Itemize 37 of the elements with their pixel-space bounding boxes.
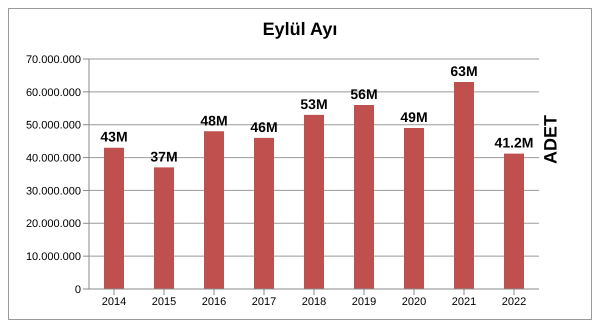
- x-tick-label: 2018: [302, 296, 326, 308]
- x-tick-label: 2020: [402, 296, 426, 308]
- y-tick-label: 0: [74, 284, 81, 296]
- data-label: 49M: [400, 109, 428, 125]
- y-tick-label: 40.000.000: [26, 152, 81, 164]
- chart-title: Eylül Ayı: [262, 19, 338, 41]
- x-tick-label: 2017: [252, 296, 276, 308]
- bar: [204, 131, 224, 289]
- x-tick-label: 2021: [452, 296, 476, 308]
- bar: [104, 148, 124, 289]
- data-label: 41.2M: [494, 134, 534, 151]
- y-tick-label: 60.000.000: [26, 86, 81, 99]
- data-label: 56M: [350, 86, 378, 102]
- bar: [454, 82, 474, 289]
- x-tick-label: 2022: [502, 296, 526, 308]
- data-label: 53M: [300, 96, 328, 112]
- data-label: 63M: [450, 63, 478, 79]
- x-tick-label: 2015: [152, 296, 176, 308]
- y-tick-label: 30.000.000: [26, 185, 81, 198]
- data-label: 46M: [250, 118, 278, 135]
- y-axis-title: ADET: [540, 114, 562, 166]
- x-tick-label: 2016: [202, 296, 226, 308]
- bar: [404, 128, 424, 289]
- data-label: 43M: [100, 128, 128, 145]
- y-tick-label: 10.000.000: [26, 251, 81, 264]
- y-tick-label: 20.000.000: [26, 218, 81, 230]
- data-label: 37M: [150, 148, 178, 164]
- x-tick-label: 2019: [352, 296, 376, 308]
- bar: [254, 138, 274, 289]
- bar: [504, 154, 524, 289]
- bar: [154, 167, 174, 289]
- y-tick-label: 50.000.000: [26, 120, 81, 132]
- data-label: 48M: [200, 112, 228, 128]
- bar: [304, 114, 324, 289]
- x-tick-label: 2014: [102, 296, 126, 308]
- y-tick-label: 70.000.000: [26, 54, 81, 66]
- bar: [354, 105, 374, 289]
